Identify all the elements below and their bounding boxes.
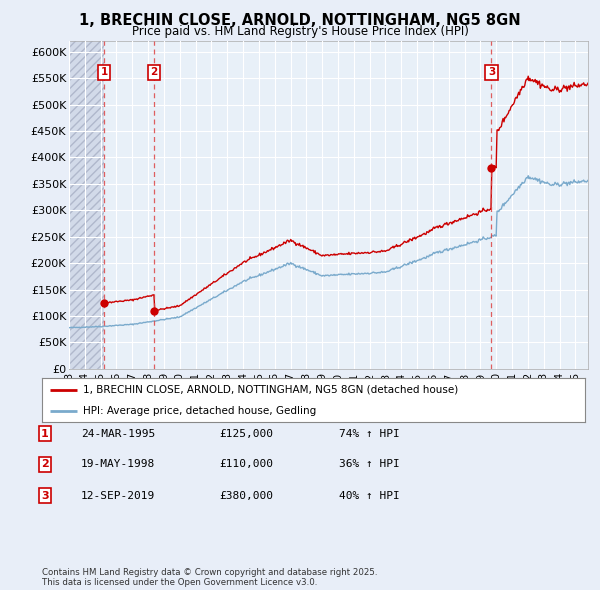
- Text: 1, BRECHIN CLOSE, ARNOLD, NOTTINGHAM, NG5 8GN (detached house): 1, BRECHIN CLOSE, ARNOLD, NOTTINGHAM, NG…: [83, 385, 458, 395]
- Text: 74% ↑ HPI: 74% ↑ HPI: [339, 429, 400, 438]
- Text: 1: 1: [41, 429, 49, 438]
- Text: 36% ↑ HPI: 36% ↑ HPI: [339, 460, 400, 469]
- Text: 3: 3: [488, 67, 495, 77]
- Text: Price paid vs. HM Land Registry's House Price Index (HPI): Price paid vs. HM Land Registry's House …: [131, 25, 469, 38]
- Text: 1: 1: [101, 67, 108, 77]
- Text: 3: 3: [41, 491, 49, 500]
- Bar: [69, 41, 104, 369]
- Text: £125,000: £125,000: [219, 429, 273, 438]
- Text: 1, BRECHIN CLOSE, ARNOLD, NOTTINGHAM, NG5 8GN: 1, BRECHIN CLOSE, ARNOLD, NOTTINGHAM, NG…: [79, 13, 521, 28]
- Text: 19-MAY-1998: 19-MAY-1998: [81, 460, 155, 469]
- Text: 2: 2: [41, 460, 49, 469]
- Text: 2: 2: [151, 67, 158, 77]
- Text: 40% ↑ HPI: 40% ↑ HPI: [339, 491, 400, 500]
- Text: 24-MAR-1995: 24-MAR-1995: [81, 429, 155, 438]
- Text: HPI: Average price, detached house, Gedling: HPI: Average price, detached house, Gedl…: [83, 407, 316, 416]
- Text: £110,000: £110,000: [219, 460, 273, 469]
- Text: £380,000: £380,000: [219, 491, 273, 500]
- Bar: [69, 41, 104, 369]
- Text: 12-SEP-2019: 12-SEP-2019: [81, 491, 155, 500]
- Text: Contains HM Land Registry data © Crown copyright and database right 2025.
This d: Contains HM Land Registry data © Crown c…: [42, 568, 377, 587]
